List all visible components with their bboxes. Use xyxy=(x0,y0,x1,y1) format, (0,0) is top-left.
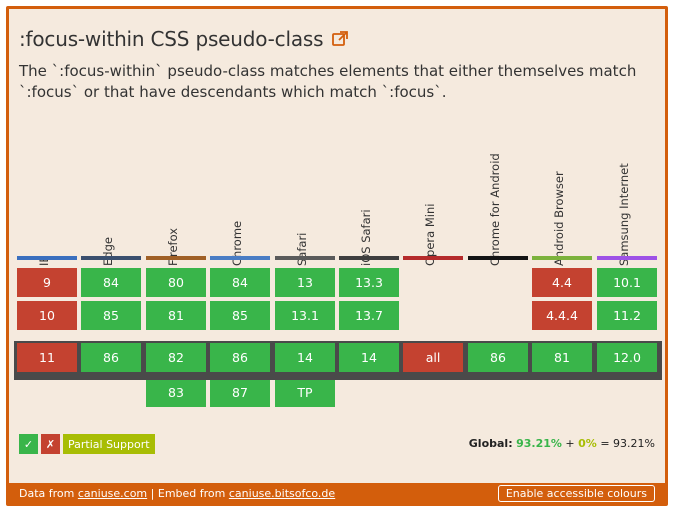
browser-bar-opera-mini xyxy=(403,256,463,260)
support-cell-samsung-internet-current[interactable]: 12.0 xyxy=(597,343,657,372)
global-supported: 93.21% xyxy=(516,437,562,450)
caniuse-embed: :focus-within CSS pseudo-class The `:foc… xyxy=(6,6,668,506)
browser-bar-chrome-for-android xyxy=(468,256,528,260)
browser-name-android-browser: Android Browser xyxy=(552,171,566,266)
browser-bar-safari xyxy=(275,256,335,260)
support-cell-firefox-past2[interactable]: 80 xyxy=(146,268,206,297)
support-cell-ie-current[interactable]: 11 xyxy=(17,343,77,372)
browser-name-chrome-for-android: Chrome for Android xyxy=(488,153,502,266)
global-label: Global: xyxy=(468,437,513,450)
support-cell-ie-past1[interactable]: 10 xyxy=(17,301,77,330)
title-row: :focus-within CSS pseudo-class xyxy=(19,27,349,51)
footer-separator: | xyxy=(150,487,155,500)
support-cell-chrome-future[interactable]: 87 xyxy=(210,378,270,407)
feature-description: The `:focus-within` pseudo-class matches… xyxy=(19,62,637,101)
embed-from-text: Embed from xyxy=(157,487,226,500)
support-cell-edge-past1[interactable]: 85 xyxy=(81,301,141,330)
browser-bar-android-browser xyxy=(532,256,592,260)
support-cell-firefox-past1[interactable]: 81 xyxy=(146,301,206,330)
support-cell-chrome-past2[interactable]: 84 xyxy=(210,268,270,297)
support-cell-android-browser-past1[interactable]: 4.4.4 xyxy=(532,301,592,330)
legend-unsupported: ✗ xyxy=(41,434,60,454)
support-cell-android-browser-current[interactable]: 81 xyxy=(532,343,592,372)
legend-supported: ✓ xyxy=(19,434,38,454)
legend: ✓ ✗ Partial Support xyxy=(19,434,155,454)
support-cell-chrome-past1[interactable]: 85 xyxy=(210,301,270,330)
accessible-colours-button[interactable]: Enable accessible colours xyxy=(497,485,655,502)
support-cell-ios-safari-past2[interactable]: 13.3 xyxy=(339,268,399,297)
browser-name-safari: Safari xyxy=(295,232,309,266)
global-partial: 0% xyxy=(578,437,597,450)
support-cell-chrome-current[interactable]: 86 xyxy=(210,343,270,372)
caniuse-link[interactable]: caniuse.com xyxy=(77,487,148,500)
support-cell-safari-past1[interactable]: 13.1 xyxy=(275,301,335,330)
browser-bar-chrome xyxy=(210,256,270,260)
support-cell-ios-safari-past1[interactable]: 13.7 xyxy=(339,301,399,330)
legend-partial: Partial Support xyxy=(63,434,155,454)
data-from-text: Data from xyxy=(19,487,75,500)
footer: Data from caniuse.com | Embed from caniu… xyxy=(9,483,665,503)
browser-name-edge: Edge xyxy=(101,237,115,266)
support-cell-chrome-for-android-current[interactable]: 86 xyxy=(468,343,528,372)
support-cell-samsung-internet-past1[interactable]: 11.2 xyxy=(597,301,657,330)
support-cell-samsung-internet-past2[interactable]: 10.1 xyxy=(597,268,657,297)
browser-name-firefox: Firefox xyxy=(166,227,180,266)
support-cell-edge-past2[interactable]: 84 xyxy=(81,268,141,297)
support-cell-safari-future[interactable]: TP xyxy=(275,378,335,407)
browser-bar-edge xyxy=(81,256,141,260)
browser-bar-firefox xyxy=(146,256,206,260)
feature-title[interactable]: :focus-within CSS pseudo-class xyxy=(19,27,324,51)
support-cell-ie-past2[interactable]: 9 xyxy=(17,268,77,297)
bitsofcode-link[interactable]: caniuse.bitsofco.de xyxy=(228,487,336,500)
browser-bar-ios-safari xyxy=(339,256,399,260)
global-total: 93.21% xyxy=(613,437,655,450)
browser-bar-ie xyxy=(17,256,77,260)
support-cell-safari-current[interactable]: 14 xyxy=(275,343,335,372)
global-equals: = xyxy=(600,437,610,450)
support-cell-ios-safari-current[interactable]: 14 xyxy=(339,343,399,372)
global-plus: + xyxy=(565,437,575,450)
external-link-icon[interactable] xyxy=(331,30,349,48)
support-cell-safari-past2[interactable]: 13 xyxy=(275,268,335,297)
browser-bar-samsung-internet xyxy=(597,256,657,260)
support-cell-edge-current[interactable]: 86 xyxy=(81,343,141,372)
footer-credits: Data from caniuse.com | Embed from caniu… xyxy=(19,487,335,500)
global-usage: Global: 93.21% + 0% = 93.21% xyxy=(469,437,655,450)
support-cell-android-browser-past2[interactable]: 4.4 xyxy=(532,268,592,297)
support-cell-opera-mini-current[interactable]: all xyxy=(403,343,463,372)
browser-name-samsung-internet: Samsung Internet xyxy=(617,163,631,266)
support-cell-firefox-current[interactable]: 82 xyxy=(146,343,206,372)
support-cell-firefox-future[interactable]: 83 xyxy=(146,378,206,407)
